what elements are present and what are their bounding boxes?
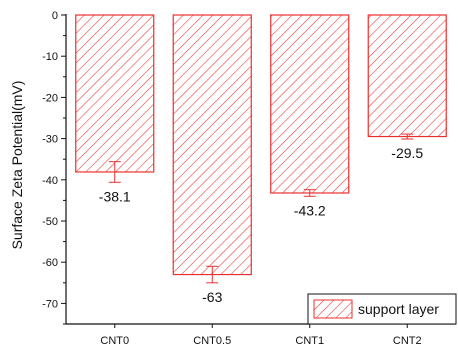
error-bar: [108, 161, 121, 183]
x-tick-label: CNT0: [100, 335, 129, 347]
error-bars-group: [108, 133, 414, 284]
bar-cnt1: [270, 14, 350, 194]
y-tick-label: -40: [42, 175, 58, 187]
y-axis-title: Surface Zeta Potential(mV): [9, 81, 25, 250]
y-tick-label: -10: [42, 51, 58, 63]
x-tick-label: CNT0.5: [193, 335, 231, 347]
x-axis: CNT0 CNT0.5 CNT1 CNT2: [66, 323, 456, 347]
legend: support layer: [307, 293, 457, 325]
legend-label: support layer: [358, 301, 439, 317]
y-tick-label: -30: [42, 134, 58, 146]
error-bar: [303, 189, 316, 197]
y-tick-label: 0: [52, 10, 58, 22]
error-bar: [401, 133, 414, 140]
value-label: -43.2: [294, 202, 326, 218]
value-label: -38.1: [99, 188, 131, 204]
legend-swatch: [313, 299, 353, 319]
bars-group: [75, 14, 447, 276]
x-tick-label: CNT2: [393, 335, 422, 347]
bar-cnt0-5: [172, 14, 252, 276]
value-labels-group: -38.1 -63 -43.2 -29.5: [99, 145, 424, 305]
y-tick-label: -70: [42, 298, 58, 310]
bar-cnt2: [367, 14, 447, 138]
value-label: -29.5: [391, 145, 423, 161]
value-label: -63: [202, 289, 222, 305]
error-bar: [206, 265, 219, 284]
y-tick-label: -60: [42, 257, 58, 269]
y-tick-label: -20: [42, 92, 58, 104]
x-tick-label: CNT1: [295, 335, 324, 347]
y-axis: 0 -10 -20 -30 -40 -50 -60 -70: [42, 10, 67, 325]
y-tick-label: -50: [42, 216, 58, 228]
bar-cnt0: [75, 14, 155, 173]
